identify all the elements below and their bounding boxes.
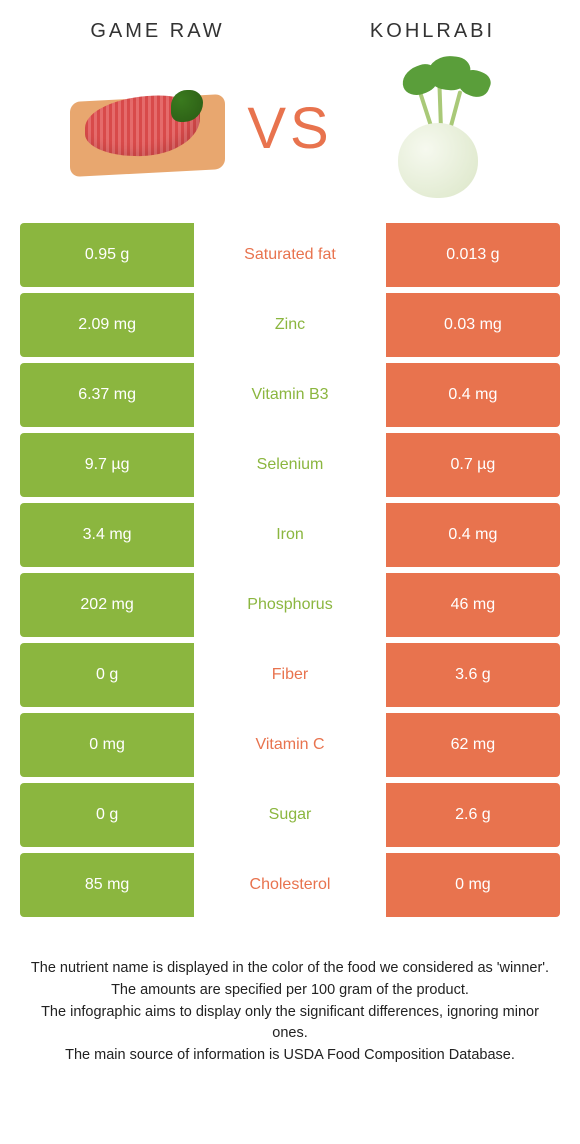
food-image-right (348, 63, 518, 193)
value-right: 3.6 g (386, 643, 560, 707)
value-left: 6.37 mg (20, 363, 194, 427)
nutrient-label: Phosphorus (194, 573, 386, 637)
table-row: 2.09 mgZinc0.03 mg (20, 293, 560, 357)
value-right: 2.6 g (386, 783, 560, 847)
value-right: 0.013 g (386, 223, 560, 287)
table-row: 3.4 mgIron0.4 mg (20, 503, 560, 567)
comparison-table: 0.95 gSaturated fat0.013 g2.09 mgZinc0.0… (0, 223, 580, 917)
title-right: KOHLRABI (295, 20, 570, 43)
value-left: 0 g (20, 643, 194, 707)
footnotes: The nutrient name is displayed in the co… (0, 923, 580, 1087)
footnote-line: The nutrient name is displayed in the co… (30, 958, 550, 980)
vs-label: VS (247, 95, 332, 162)
value-right: 0.03 mg (386, 293, 560, 357)
value-left: 202 mg (20, 573, 194, 637)
nutrient-label: Iron (194, 503, 386, 567)
table-row: 0.95 gSaturated fat0.013 g (20, 223, 560, 287)
value-right: 0 mg (386, 853, 560, 917)
value-right: 0.4 mg (386, 503, 560, 567)
food-image-left (62, 63, 232, 193)
value-left: 0 g (20, 783, 194, 847)
table-row: 0 gFiber3.6 g (20, 643, 560, 707)
table-row: 9.7 µgSelenium0.7 µg (20, 433, 560, 497)
nutrient-label: Vitamin B3 (194, 363, 386, 427)
title-left: GAME RAW (10, 20, 295, 43)
nutrient-label: Zinc (194, 293, 386, 357)
table-row: 202 mgPhosphorus46 mg (20, 573, 560, 637)
table-row: 6.37 mgVitamin B30.4 mg (20, 363, 560, 427)
header: GAME RAW KOHLRABI (0, 0, 580, 53)
value-left: 3.4 mg (20, 503, 194, 567)
value-right: 46 mg (386, 573, 560, 637)
nutrient-label: Saturated fat (194, 223, 386, 287)
nutrient-label: Sugar (194, 783, 386, 847)
hero-row: VS (0, 53, 580, 223)
nutrient-label: Vitamin C (194, 713, 386, 777)
table-row: 85 mgCholesterol0 mg (20, 853, 560, 917)
nutrient-label: Cholesterol (194, 853, 386, 917)
value-left: 0.95 g (20, 223, 194, 287)
value-right: 0.4 mg (386, 363, 560, 427)
value-right: 62 mg (386, 713, 560, 777)
value-right: 0.7 µg (386, 433, 560, 497)
value-left: 85 mg (20, 853, 194, 917)
nutrient-label: Fiber (194, 643, 386, 707)
footnote-line: The main source of information is USDA F… (30, 1045, 550, 1067)
table-row: 0 gSugar2.6 g (20, 783, 560, 847)
value-left: 0 mg (20, 713, 194, 777)
footnote-line: The infographic aims to display only the… (30, 1002, 550, 1046)
table-row: 0 mgVitamin C62 mg (20, 713, 560, 777)
nutrient-label: Selenium (194, 433, 386, 497)
value-left: 9.7 µg (20, 433, 194, 497)
footnote-line: The amounts are specified per 100 gram o… (30, 980, 550, 1002)
value-left: 2.09 mg (20, 293, 194, 357)
